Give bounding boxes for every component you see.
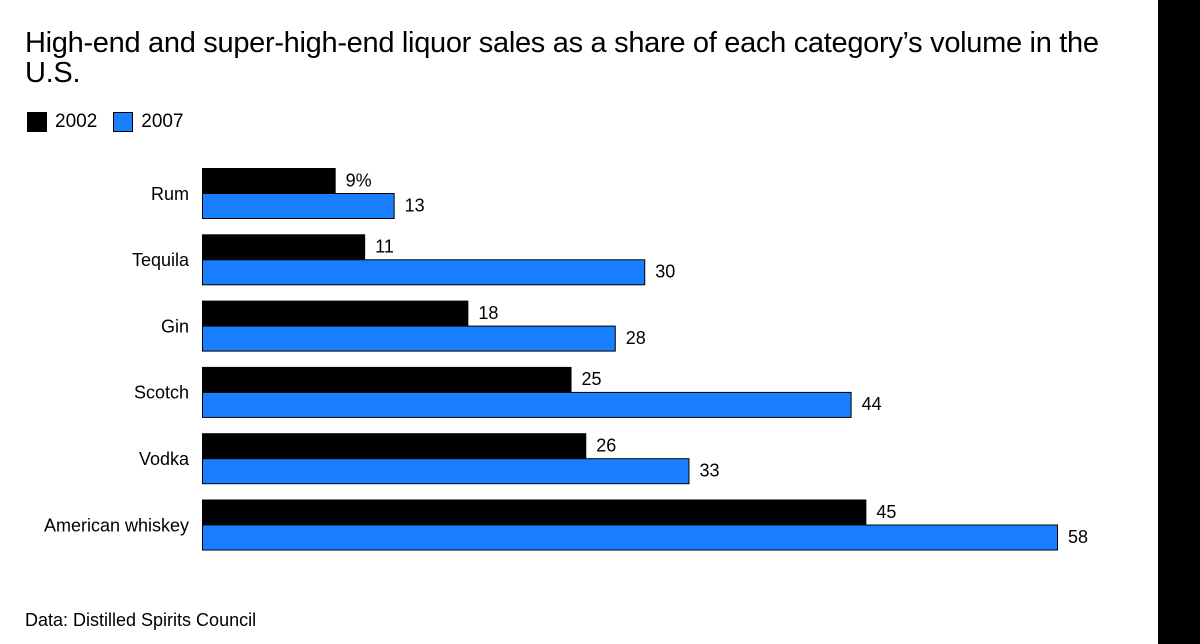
bar-scotch-2007 (202, 391, 852, 418)
category-label-scotch: Scotch (134, 383, 189, 403)
category-label-rum: Rum (151, 184, 189, 204)
legend-label-2007: 2007 (141, 111, 184, 132)
value-label-american-whiskey-2002: 45 (876, 502, 896, 522)
bar-scotch-2002 (202, 366, 572, 393)
bar-vodka-2002 (202, 433, 587, 460)
value-label-rum-2007: 13 (405, 195, 425, 215)
value-label-vodka-2007: 33 (699, 460, 719, 480)
bar-chart: Rum 9% 13 Tequila 11 30 Gin 18 28 Scotch 25 44 Vodka… (44, 168, 1088, 551)
bar-rum-2002 (202, 168, 336, 194)
category-label-american-whiskey: American whiskey (44, 515, 189, 535)
legend-swatch-2002 (27, 112, 47, 132)
category-label-gin: Gin (161, 316, 189, 336)
legend-item-2002: 2002 (27, 111, 97, 133)
bar-american-whiskey-2007 (202, 524, 1058, 551)
bar-gin-2002 (202, 300, 469, 327)
legend-label-2002: 2002 (55, 111, 98, 132)
legend: 2002 2007 (27, 111, 200, 133)
bar-vodka-2007 (202, 458, 690, 485)
value-label-scotch-2007: 44 (862, 394, 882, 414)
value-label-rum-2002: 9% (346, 170, 372, 190)
value-label-tequila-2002: 11 (375, 237, 394, 257)
bar-tequila-2007 (202, 259, 646, 286)
bar-rum-2007 (202, 193, 395, 219)
value-label-vodka-2002: 26 (596, 435, 616, 455)
value-label-gin-2007: 28 (626, 328, 646, 348)
value-label-tequila-2007: 30 (655, 262, 675, 282)
legend-swatch-2007 (113, 112, 134, 132)
value-label-american-whiskey-2007: 58 (1068, 527, 1088, 547)
value-label-gin-2002: 18 (478, 303, 498, 323)
bar-gin-2007 (202, 325, 616, 352)
category-label-tequila: Tequila (132, 250, 190, 270)
value-label-scotch-2002: 25 (582, 369, 602, 389)
right-edge-bar (1158, 0, 1200, 644)
source-note: Data: Distilled Spirits Council (25, 610, 257, 630)
chart-title: High-end and super-high-end liquor sales… (25, 27, 1099, 89)
category-label-vodka: Vodka (139, 449, 190, 469)
bar-american-whiskey-2002 (202, 499, 867, 526)
legend-item-2007: 2007 (113, 111, 184, 133)
bar-tequila-2002 (202, 234, 366, 261)
